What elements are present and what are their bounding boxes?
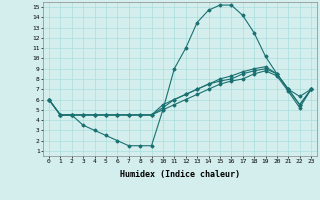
X-axis label: Humidex (Indice chaleur): Humidex (Indice chaleur) [120, 170, 240, 179]
